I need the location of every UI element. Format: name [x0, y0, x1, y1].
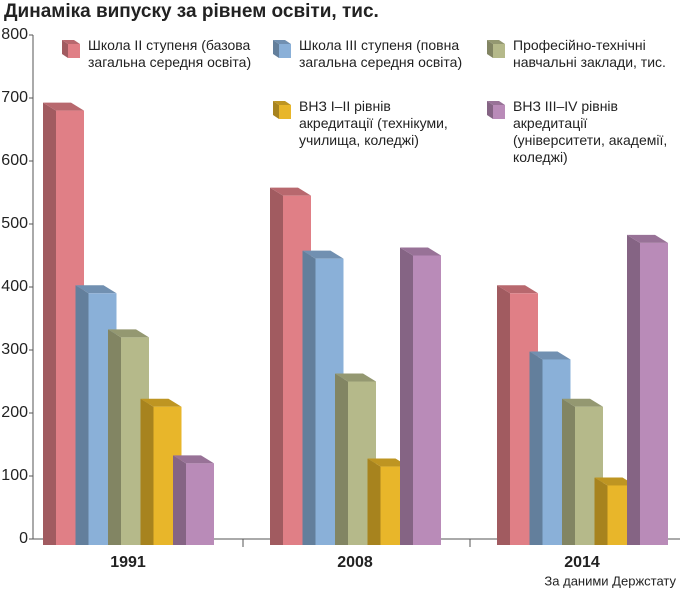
y-tick-label: 400	[1, 278, 28, 295]
bar-top	[43, 102, 84, 111]
bar-side	[497, 285, 510, 545]
bar-top	[335, 373, 376, 382]
legend-label: Професійно-технічні навчальні заклади, т…	[513, 37, 666, 70]
y-tick-label: 500	[1, 215, 28, 232]
legend-swatch-side	[487, 101, 493, 119]
source-note: За даними Держстату	[544, 573, 676, 588]
bar-top	[140, 398, 182, 407]
bar-side	[367, 458, 381, 545]
y-tick-label: 700	[1, 89, 28, 106]
legend-swatch-top	[273, 101, 291, 105]
y-tick-label: 200	[1, 404, 28, 421]
bar-side	[270, 187, 283, 545]
y-tick-label: 300	[1, 341, 28, 358]
legend-swatch-top	[273, 40, 291, 44]
legend-label: ВНЗ ІІІ–IV рівнів акредитації (університ…	[513, 98, 668, 165]
legend-swatch-top	[487, 101, 505, 105]
bar-side	[75, 285, 89, 545]
bar	[413, 255, 441, 545]
bar-top	[400, 247, 441, 256]
bar-side	[173, 455, 186, 545]
legend-swatch	[493, 105, 505, 119]
bar-side	[627, 234, 640, 545]
legend-swatch	[493, 44, 505, 58]
y-tick-label: 0	[19, 530, 28, 547]
legend-label: Школа ІІІ ступеня (повна загальна середн…	[299, 37, 463, 70]
legend-swatch	[279, 105, 291, 119]
y-tick-label: 600	[1, 152, 28, 169]
bar-top	[594, 477, 636, 486]
legend-swatch-side	[62, 40, 68, 58]
bar	[186, 463, 214, 545]
bar-top	[529, 351, 571, 360]
bar-side	[43, 102, 56, 545]
legend-swatch-side	[273, 40, 279, 58]
legend-swatch	[279, 44, 291, 58]
bar-top	[108, 329, 149, 338]
bar-side	[400, 247, 413, 545]
bar-side	[335, 373, 348, 545]
bar-top	[270, 187, 311, 196]
legend-swatch-side	[273, 101, 279, 119]
legend-swatch-top	[62, 40, 80, 44]
bar-top	[627, 234, 668, 243]
bar-top	[497, 285, 538, 294]
bar-side	[529, 351, 543, 545]
bar-top	[367, 458, 409, 467]
bar-side	[108, 329, 121, 545]
legend-label: ВНЗ І–ІІ рівнів акредитації (технікуми, …	[299, 98, 448, 148]
legend-swatch-top	[487, 40, 505, 44]
bar-side	[140, 398, 154, 545]
bar-side	[562, 398, 575, 545]
legend-label: Школа ІІ ступеня (базова загальна середн…	[88, 37, 252, 70]
chart-title: Динаміка випуску за рівнем освіти, тис.	[4, 1, 379, 22]
legend-swatch-side	[487, 40, 493, 58]
bar-side	[594, 477, 608, 545]
bar-top	[75, 285, 117, 294]
x-tick-label: 2014	[564, 554, 600, 571]
y-tick-label: 100	[1, 467, 28, 484]
x-tick-label: 2008	[337, 554, 373, 571]
bar-top	[173, 455, 214, 464]
bar-top	[562, 398, 603, 407]
bar-top	[302, 250, 344, 259]
x-tick-label: 1991	[110, 554, 146, 571]
y-tick-label: 800	[1, 26, 28, 43]
legend-swatch	[68, 44, 80, 58]
bar-side	[302, 250, 316, 545]
bar	[640, 242, 668, 545]
